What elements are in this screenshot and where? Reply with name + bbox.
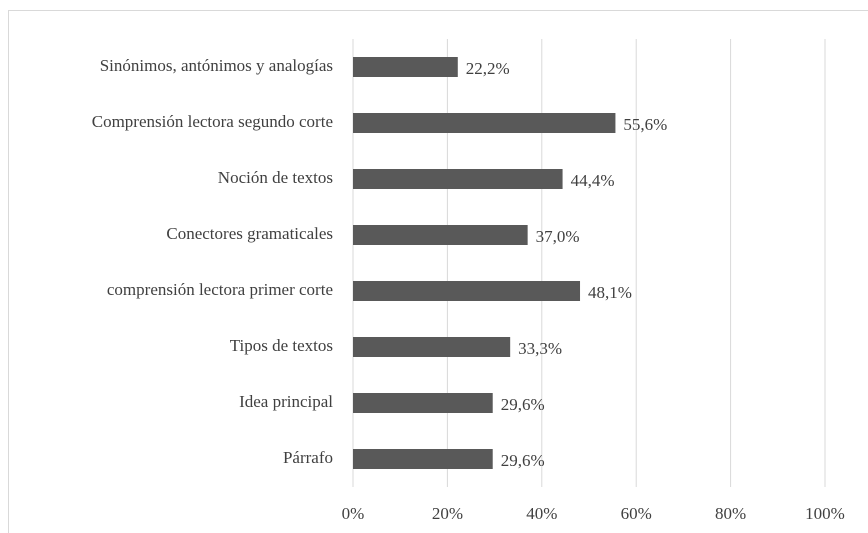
y-tick-label: Idea principal	[239, 392, 333, 411]
value-label: 55,6%	[623, 115, 667, 134]
x-tick-label: 80%	[715, 504, 746, 523]
x-tick-label: 20%	[432, 504, 463, 523]
y-tick-label: Tipos de textos	[230, 336, 333, 355]
y-tick-label: Sinónimos, antónimos y analogías	[100, 56, 333, 75]
y-tick-label: comprensión lectora primer corte	[107, 280, 333, 299]
x-tick-label: 60%	[621, 504, 652, 523]
value-label: 37,0%	[536, 227, 580, 246]
bar	[353, 449, 493, 469]
bar	[353, 393, 493, 413]
bar	[353, 169, 563, 189]
y-tick-label: Conectores gramaticales	[166, 224, 333, 243]
value-label: 48,1%	[588, 283, 632, 302]
value-label: 44,4%	[571, 171, 615, 190]
y-tick-label: Párrafo	[283, 448, 333, 467]
x-tick-label: 0%	[342, 504, 365, 523]
chart-frame	[8, 10, 868, 533]
bar	[353, 337, 511, 357]
bar	[353, 57, 458, 77]
bar	[353, 225, 528, 245]
x-tick-label: 40%	[526, 504, 557, 523]
x-tick-label: 100%	[805, 504, 845, 523]
value-label: 22,2%	[466, 59, 510, 78]
bar	[353, 281, 581, 301]
value-label: 29,6%	[501, 451, 545, 470]
value-label: 33,3%	[518, 339, 562, 358]
y-tick-label: Noción de textos	[218, 168, 333, 187]
y-tick-label: Comprensión lectora segundo corte	[92, 112, 333, 131]
value-label: 29,6%	[501, 395, 545, 414]
bar	[353, 113, 616, 133]
